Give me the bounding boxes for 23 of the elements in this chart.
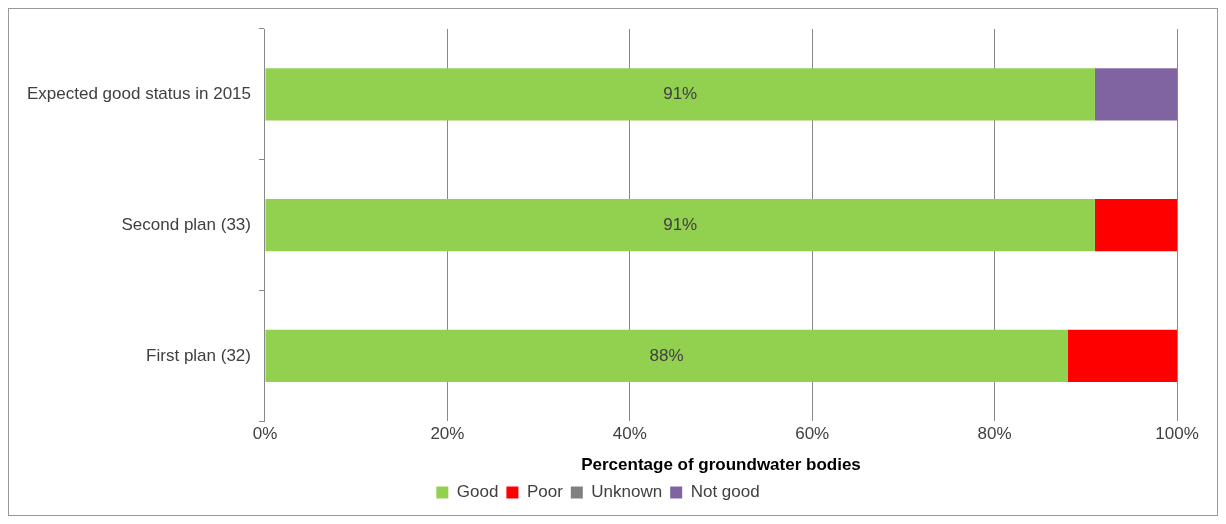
- bar: [265, 68, 1095, 121]
- legend-label: Not good: [690, 482, 760, 502]
- x-tick-label: 20%: [430, 424, 465, 444]
- bar: [265, 198, 1095, 252]
- bar: [1067, 329, 1177, 382]
- legend-label: Unknown: [591, 482, 663, 502]
- x-axis-title: Percentage of groundwater bodies: [581, 455, 861, 475]
- bar: [1094, 198, 1177, 252]
- data-label: 91%: [663, 84, 698, 104]
- y-tick-label: Expected good status in 2015: [27, 84, 251, 104]
- data-label: 88%: [649, 345, 684, 365]
- legend-label: Good: [456, 482, 499, 502]
- bar: [1094, 68, 1177, 121]
- x-tick-label: 40%: [612, 424, 647, 444]
- bar: [265, 329, 1068, 382]
- data-label: 91%: [663, 214, 698, 234]
- x-tick-label: 0%: [252, 424, 278, 444]
- y-tick-label: First plan (32): [146, 345, 251, 365]
- y-tick-label: Second plan (33): [121, 214, 251, 234]
- legend-label: Poor: [526, 482, 564, 502]
- x-tick-label: 80%: [977, 424, 1012, 444]
- x-tick-label: 100%: [1155, 424, 1199, 444]
- x-tick-label: 60%: [795, 424, 830, 444]
